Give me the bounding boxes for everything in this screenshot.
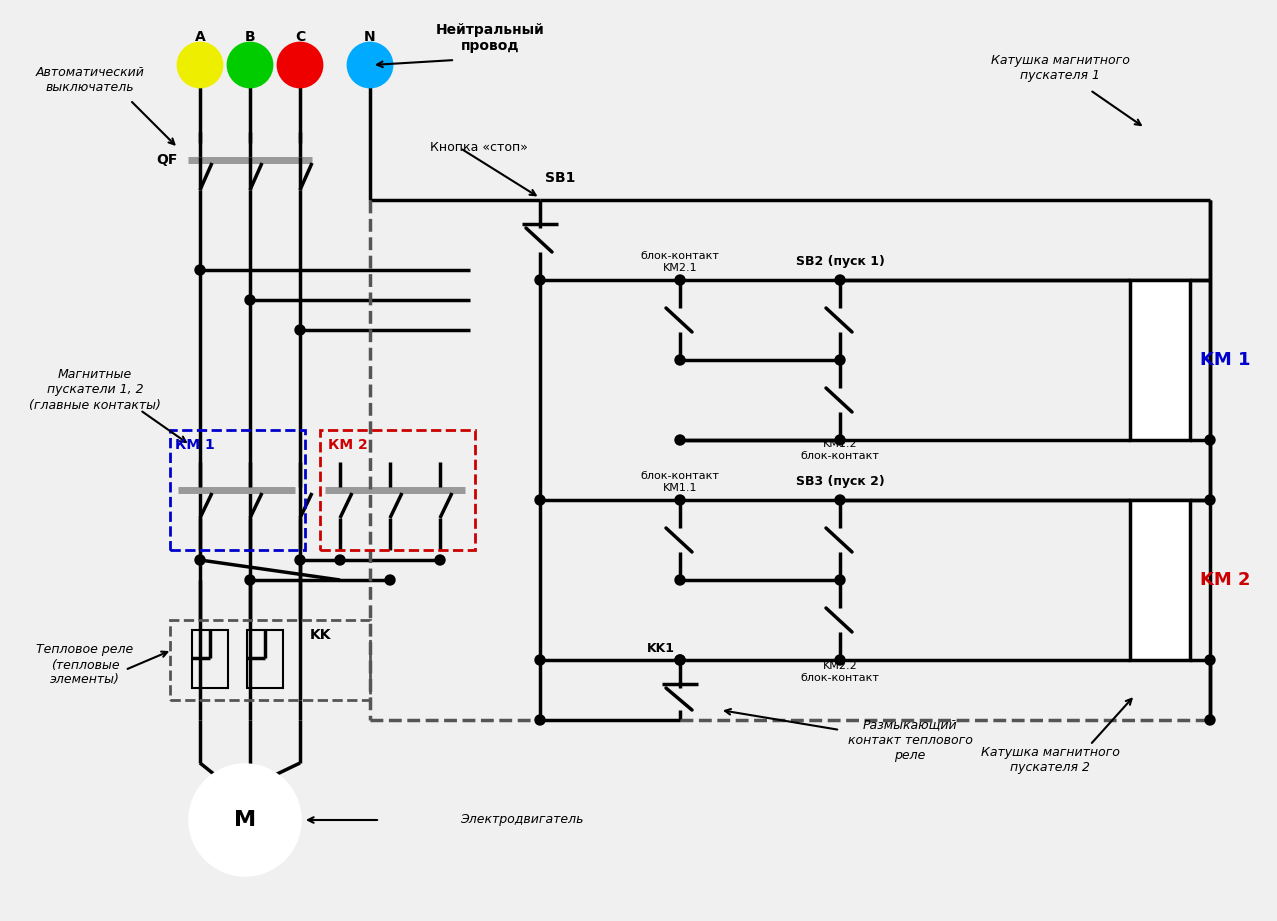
Circle shape — [676, 275, 684, 285]
Circle shape — [535, 275, 545, 285]
Text: блок-контакт
KM1.1: блок-контакт KM1.1 — [641, 472, 719, 493]
Text: Тепловое реле
(тепловые
элементы): Тепловое реле (тепловые элементы) — [36, 644, 134, 686]
Circle shape — [295, 555, 305, 565]
Text: Размыкающий
контакт теплового
реле: Размыкающий контакт теплового реле — [848, 718, 973, 762]
Text: Магнитные
пускатели 1, 2
(главные контакты): Магнитные пускатели 1, 2 (главные контак… — [29, 368, 161, 412]
Text: Нейтральный
провод: Нейтральный провод — [435, 23, 544, 53]
Circle shape — [835, 275, 845, 285]
Text: KM2.2
блок-контакт: KM2.2 блок-контакт — [801, 661, 880, 682]
Circle shape — [535, 655, 545, 665]
Text: KK1: KK1 — [647, 642, 676, 655]
Circle shape — [195, 555, 206, 565]
Circle shape — [535, 495, 545, 505]
Text: A: A — [194, 30, 206, 44]
Text: Автоматический
выключатель: Автоматический выключатель — [36, 66, 144, 94]
Text: Кнопка «стоп»: Кнопка «стоп» — [430, 142, 527, 155]
Circle shape — [190, 765, 300, 875]
Bar — [1130, 280, 1190, 440]
Circle shape — [278, 43, 322, 87]
Text: SB3 (пуск 2): SB3 (пуск 2) — [796, 475, 885, 488]
Text: SB2 (пуск 1): SB2 (пуск 1) — [796, 255, 885, 269]
Circle shape — [835, 495, 845, 505]
Text: KM 2: KM 2 — [1200, 571, 1250, 589]
Text: Электродвигатель: Электродвигатель — [460, 813, 584, 826]
Circle shape — [1205, 435, 1214, 445]
Circle shape — [295, 325, 305, 335]
Text: KM 1: KM 1 — [1200, 351, 1250, 369]
Circle shape — [335, 555, 345, 565]
Bar — [321, 430, 475, 550]
Text: KM1.2
блок-контакт: KM1.2 блок-контакт — [801, 439, 880, 460]
Circle shape — [676, 495, 684, 505]
Circle shape — [676, 655, 684, 665]
Circle shape — [835, 355, 845, 365]
Text: N: N — [364, 30, 375, 44]
Circle shape — [676, 355, 684, 365]
Bar — [1130, 500, 1190, 660]
Circle shape — [384, 575, 395, 585]
Circle shape — [835, 655, 845, 665]
Circle shape — [245, 295, 255, 305]
Circle shape — [245, 575, 255, 585]
Circle shape — [676, 435, 684, 445]
Text: SB1: SB1 — [545, 171, 576, 185]
Text: M: M — [234, 810, 257, 830]
Circle shape — [535, 715, 545, 725]
Circle shape — [435, 555, 444, 565]
Circle shape — [349, 43, 392, 87]
Text: Катушка магнитного
пускателя 2: Катушка магнитного пускателя 2 — [981, 746, 1120, 774]
Circle shape — [1205, 495, 1214, 505]
Text: КМ 1: КМ 1 — [175, 438, 215, 452]
Bar — [246, 630, 283, 688]
Text: KK: KK — [310, 628, 332, 642]
Circle shape — [835, 435, 845, 445]
Circle shape — [835, 575, 845, 585]
Text: блок-контакт
KM2.1: блок-контакт KM2.1 — [641, 251, 719, 273]
Text: C: C — [295, 30, 305, 44]
Bar — [192, 630, 229, 688]
Text: Катушка магнитного
пускателя 1: Катушка магнитного пускателя 1 — [991, 54, 1129, 82]
Bar — [170, 430, 305, 550]
Circle shape — [676, 575, 684, 585]
Circle shape — [178, 43, 222, 87]
Circle shape — [195, 265, 206, 275]
Bar — [170, 620, 370, 700]
Circle shape — [1205, 655, 1214, 665]
Circle shape — [676, 655, 684, 665]
Text: КМ 2: КМ 2 — [328, 438, 368, 452]
Circle shape — [1205, 715, 1214, 725]
Text: QF: QF — [157, 153, 178, 167]
Circle shape — [229, 43, 272, 87]
Text: B: B — [245, 30, 255, 44]
